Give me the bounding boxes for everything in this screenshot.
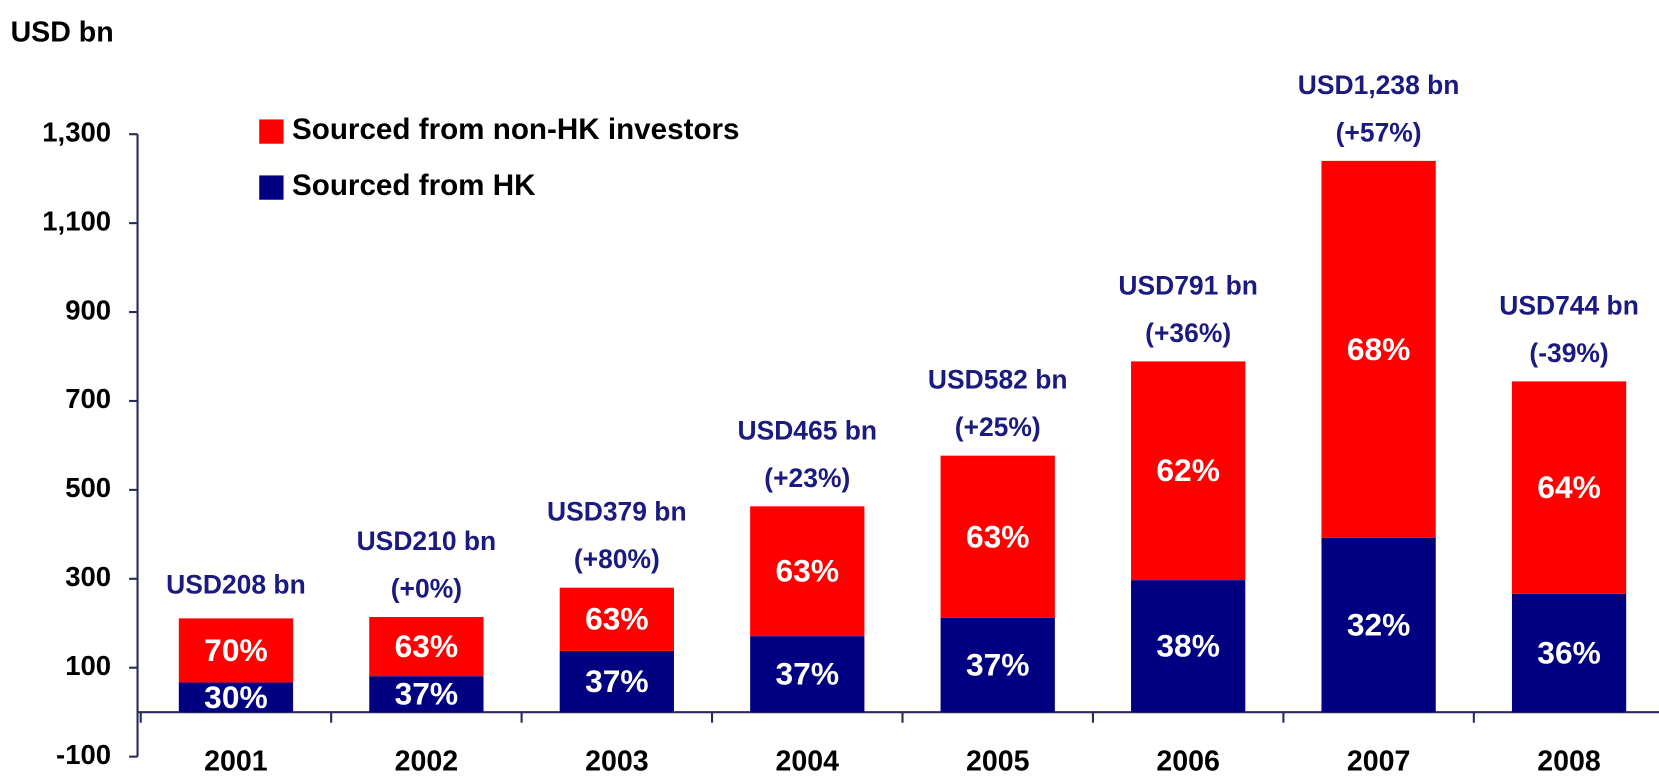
legend-swatch — [259, 175, 284, 200]
bar-segment — [178, 618, 294, 683]
share-label: 37% — [395, 676, 459, 712]
legend-label: Sourced from HK — [292, 169, 536, 202]
y-tick-label: 100 — [65, 650, 111, 681]
share-label: 63% — [966, 518, 1030, 554]
y-tick-label: 1,100 — [42, 205, 111, 236]
y-tick-label: 900 — [65, 294, 111, 325]
bar-segment — [559, 650, 674, 713]
bar-segment — [1131, 361, 1246, 581]
growth-label: (-39%) — [1529, 338, 1608, 368]
legend-swatch — [259, 119, 284, 144]
y-tick-label: 1,300 — [42, 116, 111, 147]
y-axis-label: USD bn — [11, 16, 114, 48]
growth-label: (+0%) — [391, 574, 462, 604]
share-label: 38% — [1156, 628, 1220, 664]
bar-segment — [1511, 381, 1627, 594]
share-label: 63% — [395, 628, 459, 664]
bar-segment — [940, 455, 1055, 618]
bar-segment — [1321, 537, 1436, 713]
x-tick-label: 2007 — [1347, 746, 1411, 778]
bar-segment — [369, 676, 484, 713]
total-label: USD1,238 bn — [1298, 70, 1460, 100]
share-label: 37% — [966, 647, 1030, 683]
x-tick-label: 2004 — [776, 746, 840, 778]
bar-segment — [750, 636, 865, 713]
total-label: USD208 bn — [166, 570, 306, 600]
x-tick-label: 2002 — [395, 746, 459, 778]
legend-label: Sourced from non-HK investors — [292, 113, 740, 146]
bar-segment — [178, 682, 294, 713]
bar-segment — [1511, 593, 1627, 713]
share-label: 37% — [776, 656, 840, 692]
y-tick-label: 700 — [65, 383, 111, 414]
growth-label: (+36%) — [1145, 318, 1231, 348]
x-tick-label: 2008 — [1537, 746, 1601, 778]
growth-label: (+23%) — [764, 463, 850, 493]
share-label: 63% — [585, 601, 649, 637]
total-label: USD465 bn — [737, 415, 877, 445]
share-label: 70% — [204, 632, 268, 668]
bar-segment — [750, 506, 865, 637]
share-label: 68% — [1347, 331, 1411, 367]
growth-label: (+25%) — [955, 412, 1041, 442]
x-tick-label: 2005 — [966, 746, 1030, 778]
total-label: USD744 bn — [1499, 290, 1639, 320]
share-label: 36% — [1537, 635, 1601, 671]
share-label: 30% — [204, 679, 268, 715]
bar-segment — [1321, 160, 1436, 538]
y-tick-label: 500 — [65, 472, 111, 503]
total-label: USD791 bn — [1118, 270, 1258, 300]
growth-label: (+57%) — [1336, 117, 1422, 147]
share-label: 64% — [1537, 469, 1601, 505]
share-label: 32% — [1347, 607, 1411, 643]
bar-segment — [1131, 580, 1246, 713]
growth-label: (+80%) — [574, 544, 660, 574]
share-label: 62% — [1156, 452, 1220, 488]
bar-segment — [559, 587, 674, 651]
total-label: USD379 bn — [547, 497, 687, 527]
share-label: 37% — [585, 663, 649, 699]
total-label: USD210 bn — [357, 526, 497, 556]
total-label: USD582 bn — [928, 365, 1068, 395]
y-tick-label: -100 — [56, 739, 111, 770]
x-tick-label: 2006 — [1156, 746, 1220, 778]
y-tick-label: 300 — [65, 561, 111, 592]
x-tick-label: 2003 — [585, 746, 649, 778]
bar-segment — [940, 617, 1055, 713]
bar-segment — [369, 617, 484, 677]
share-label: 63% — [776, 553, 840, 589]
x-tick-label: 2001 — [204, 746, 268, 778]
